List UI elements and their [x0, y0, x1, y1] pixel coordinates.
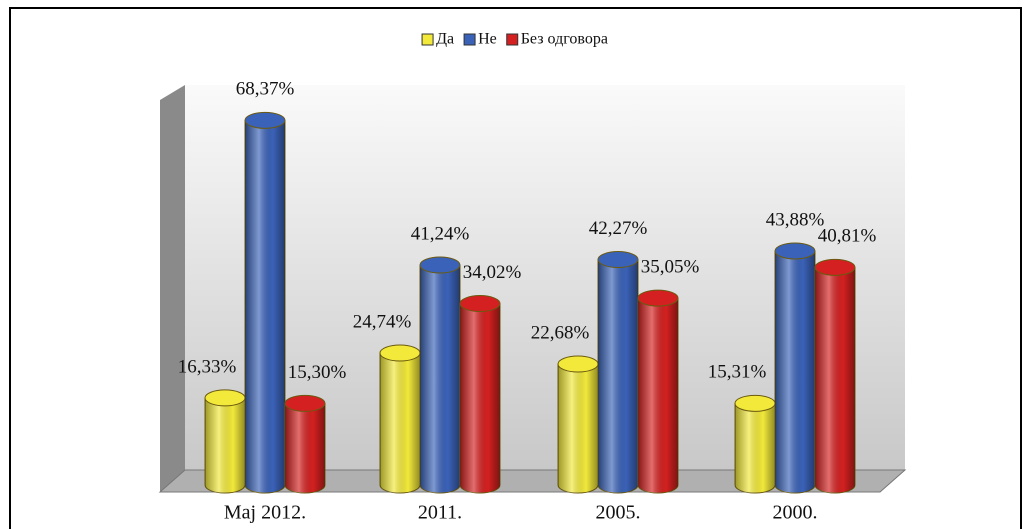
value-label: 34,02% — [463, 262, 522, 283]
value-label: 42,27% — [589, 218, 648, 239]
cylinder-shading — [775, 250, 815, 493]
cylinder-shading — [285, 403, 325, 493]
cylinder-shading — [558, 364, 598, 493]
legend-label: Не — [478, 31, 497, 48]
legend-swatch — [506, 33, 519, 46]
cylinder-top — [814, 258, 856, 276]
x-tick-label: 2005. — [596, 502, 641, 524]
legend: Да Не Без одговора — [421, 31, 608, 48]
cylinder-top — [637, 289, 679, 307]
cylinder-shading — [245, 120, 285, 494]
value-label: 35,05% — [641, 256, 700, 277]
legend-swatch — [463, 33, 476, 46]
cylinder-top — [774, 242, 816, 260]
cylinder-top — [204, 389, 246, 407]
x-tick-label: 2011. — [418, 502, 462, 524]
cylinder-top — [419, 256, 461, 274]
cylinder-shading — [598, 259, 638, 493]
cylinder-shading — [205, 397, 245, 493]
value-label: 41,24% — [411, 223, 470, 244]
legend-swatch — [421, 33, 434, 46]
value-label: 15,30% — [288, 362, 347, 383]
cylinder-top — [597, 251, 639, 269]
cylinder-top — [379, 344, 421, 362]
cylinder-shading — [638, 298, 678, 493]
legend-label: Да — [436, 31, 454, 48]
cylinder-top — [459, 295, 501, 313]
x-tick-label: 2000. — [773, 502, 818, 524]
cylinder-shading — [735, 403, 775, 493]
cylinder-top — [557, 355, 599, 373]
cylinder-top — [284, 394, 326, 412]
value-label: 43,88% — [766, 209, 825, 230]
value-label: 24,74% — [353, 311, 412, 332]
cylinder-shading — [420, 265, 460, 493]
value-label: 15,31% — [708, 362, 767, 383]
floor — [158, 469, 907, 493]
side-wall — [160, 85, 185, 492]
legend-label: Без одговора — [521, 31, 608, 48]
cylinder-shading — [460, 303, 500, 493]
frame — [9, 7, 1022, 529]
cylinder-top — [734, 394, 776, 412]
x-tick-label: Maj 2012. — [224, 502, 306, 524]
cylinder-top — [244, 111, 286, 129]
cylinder-shading — [380, 353, 420, 493]
value-label: 40,81% — [818, 226, 877, 247]
value-label: 16,33% — [178, 356, 237, 377]
value-label: 22,68% — [531, 322, 590, 343]
cylinder-shading — [815, 267, 855, 493]
value-label: 68,37% — [236, 79, 295, 100]
